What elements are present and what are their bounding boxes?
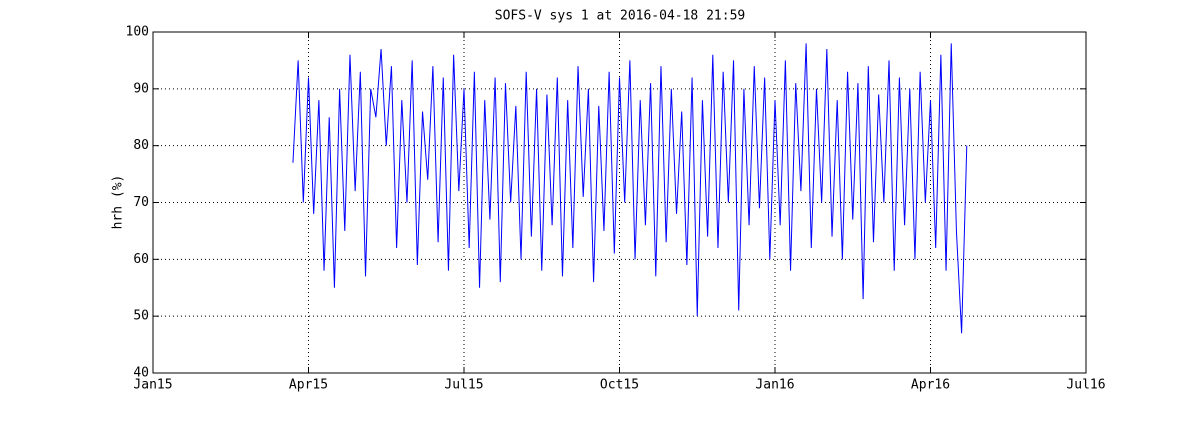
chart-title: SOFS-V sys 1 at 2016-04-18 21:59 [495,9,745,24]
y-tick-label: 100 [126,25,149,40]
x-tick-label: Jul16 [1066,378,1105,393]
y-tick-label: 90 [133,81,149,96]
x-tick-label: Apr16 [911,378,950,393]
x-tick-label: Oct15 [600,378,639,393]
y-tick-label: 60 [133,252,149,267]
y-tick-label: 50 [133,309,149,324]
x-tick-label: Apr15 [289,378,328,393]
y-tick-label: 40 [133,366,149,381]
y-tick-label: 80 [133,138,149,153]
y-axis-label: hrh (%) [111,175,126,230]
x-tick-label: Jan16 [755,378,794,393]
y-tick-label: 70 [133,195,149,210]
x-tick-label: Jul15 [444,378,483,393]
data-line [292,43,968,334]
x-tick-label: Jan15 [133,378,172,393]
